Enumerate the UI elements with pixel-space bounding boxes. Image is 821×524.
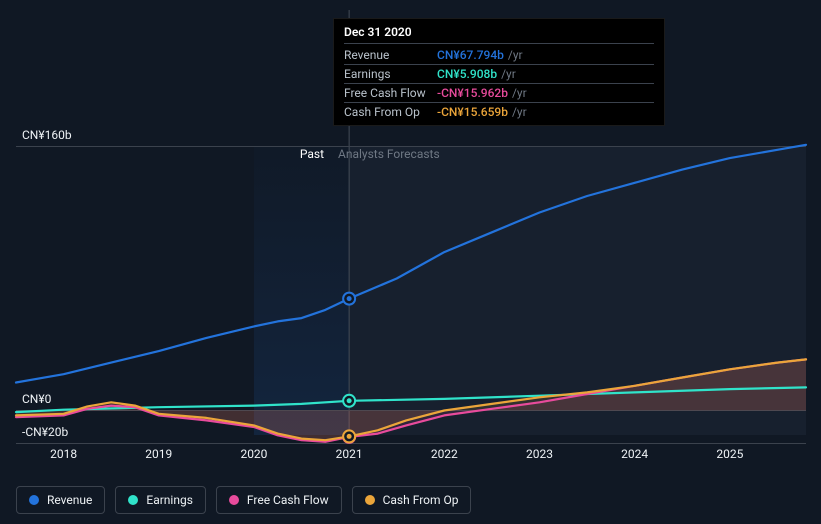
y-tick-label: CN¥0 — [22, 392, 51, 406]
tooltip-unit: /yr — [512, 105, 527, 119]
tooltip-row: Cash From Op-CN¥15.659b/yr — [344, 103, 654, 121]
legend-swatch-icon — [365, 495, 375, 505]
x-tick-label: 2023 — [526, 447, 553, 461]
chart-tooltip: Dec 31 2020 RevenueCN¥67.794b/yrEarnings… — [333, 18, 665, 126]
tooltip-row: EarningsCN¥5.908b/yr — [344, 65, 654, 84]
past-label: Past — [300, 147, 324, 161]
tooltip-metric-value: CN¥67.794b — [437, 48, 504, 62]
legend-label: Cash From Op — [383, 493, 459, 507]
tooltip-metric-value: -CN¥15.962b — [437, 86, 508, 100]
legend-item[interactable]: Revenue — [16, 486, 105, 514]
x-tick-label: 2018 — [50, 447, 77, 461]
tooltip-unit: /yr — [512, 86, 527, 100]
y-tick-label: CN¥160b — [22, 128, 72, 142]
legend-swatch-icon — [29, 495, 39, 505]
x-tick-label: 2021 — [336, 447, 363, 461]
x-tick-label: 2024 — [621, 447, 648, 461]
legend-swatch-icon — [229, 495, 239, 505]
tooltip-row: RevenueCN¥67.794b/yr — [344, 46, 654, 65]
legend: Revenue Earnings Free Cash Flow Cash From O… — [16, 486, 471, 514]
financials-chart: Past Analysts Forecasts Dec 31 2020 Reve… — [0, 0, 821, 524]
x-tick-label: 2022 — [431, 447, 458, 461]
legend-label: Free Cash Flow — [247, 493, 329, 507]
legend-swatch-icon — [128, 495, 138, 505]
y-tick-label: -CN¥20b — [22, 425, 68, 439]
forecast-label: Analysts Forecasts — [338, 147, 440, 161]
tooltip-metric-name: Cash From Op — [344, 105, 437, 119]
tooltip-metric-name: Earnings — [344, 67, 437, 81]
tooltip-unit: /yr — [508, 48, 523, 62]
tooltip-date: Dec 31 2020 — [344, 25, 654, 44]
legend-item[interactable]: Earnings — [115, 486, 206, 514]
tooltip-row: Free Cash Flow-CN¥15.962b/yr — [344, 84, 654, 103]
legend-item[interactable]: Free Cash Flow — [216, 486, 342, 514]
tooltip-metric-name: Free Cash Flow — [344, 86, 437, 100]
tooltip-metric-name: Revenue — [344, 48, 437, 62]
tooltip-unit: /yr — [501, 67, 516, 81]
x-tick-label: 2019 — [145, 447, 172, 461]
x-tick-label: 2025 — [716, 447, 743, 461]
tooltip-metric-value: -CN¥15.659b — [437, 105, 508, 119]
tooltip-metric-value: CN¥5.908b — [437, 67, 497, 81]
x-tick-label: 2020 — [240, 447, 267, 461]
legend-label: Earnings — [146, 493, 193, 507]
tooltip-rows: RevenueCN¥67.794b/yrEarningsCN¥5.908b/yr… — [344, 46, 654, 121]
legend-label: Revenue — [47, 493, 92, 507]
legend-item[interactable]: Cash From Op — [352, 486, 472, 514]
